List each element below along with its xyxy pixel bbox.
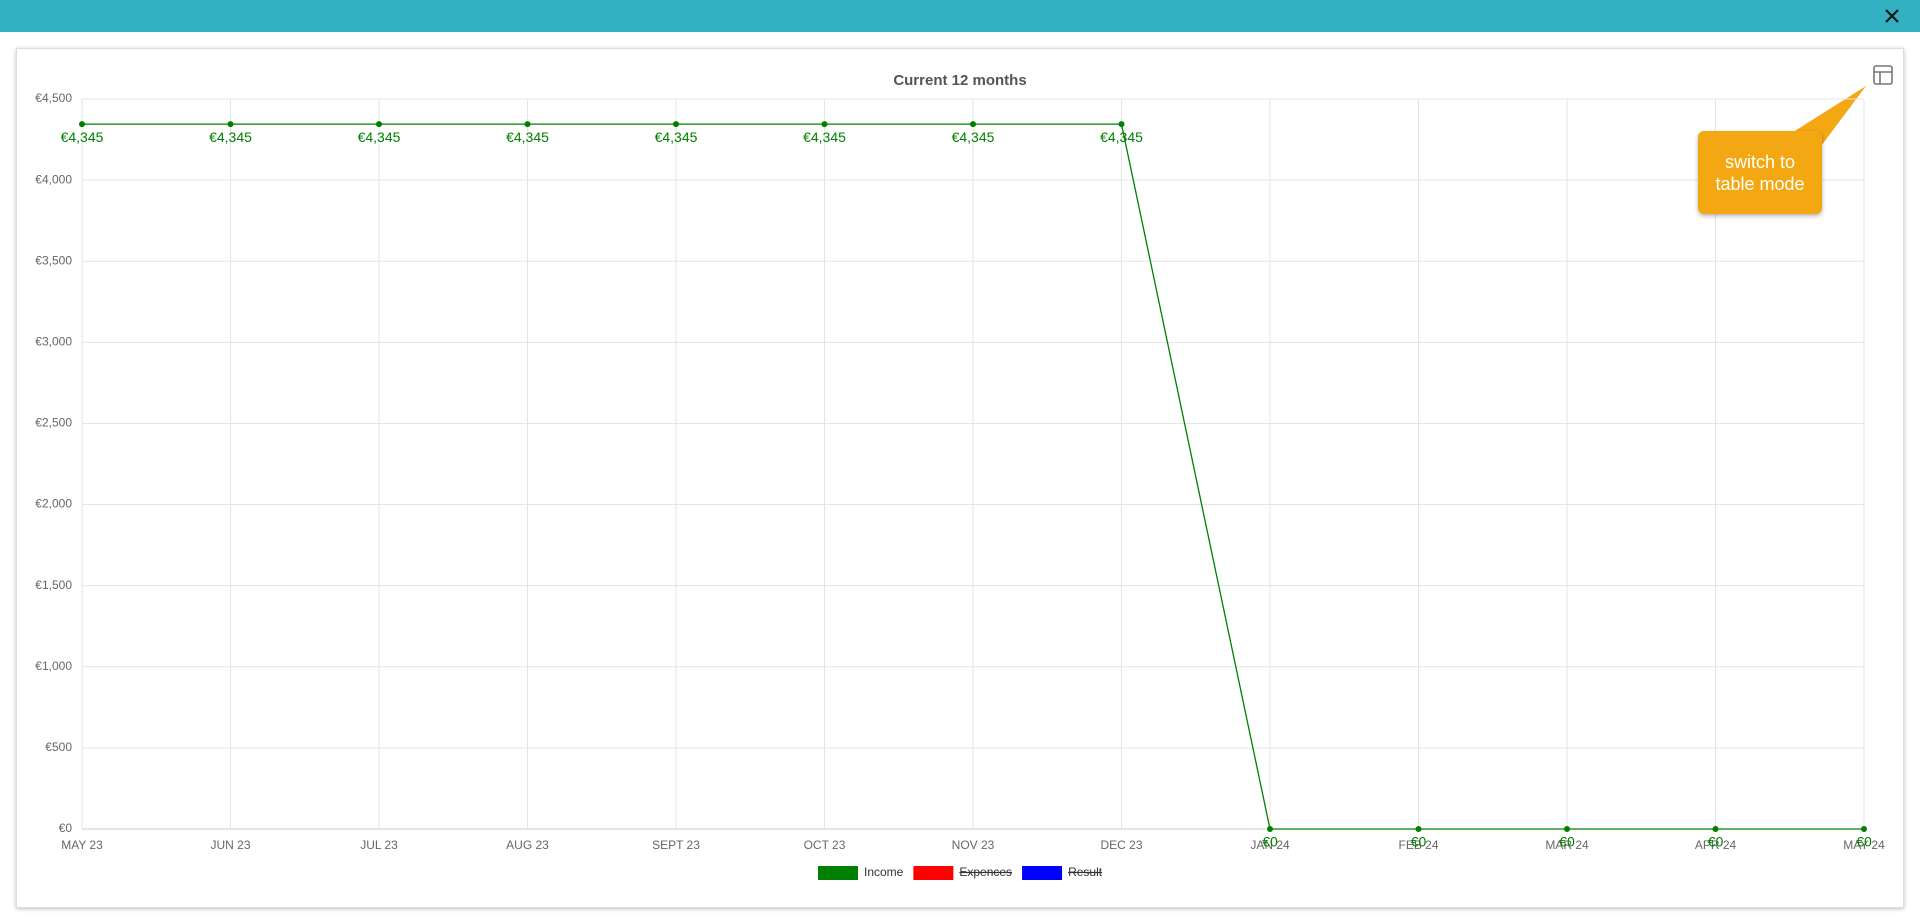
data-point [524,121,531,128]
y-tick-label: €1,000 [35,659,72,673]
table-mode-icon[interactable] [1873,65,1893,85]
data-label: €0 [1856,834,1872,850]
data-point [821,121,828,128]
x-tick-label: APR 24 [1695,838,1737,852]
data-label: €0 [1411,834,1427,850]
legend-label[interactable]: Result [1068,865,1103,879]
x-tick-label: JAN 24 [1250,838,1290,852]
legend-label[interactable]: Income [864,865,904,879]
data-label: €4,345 [803,129,846,145]
data-point [673,121,679,128]
y-tick-label: €3,500 [35,253,72,267]
data-point [79,121,85,128]
x-tick-label: DEC 23 [1100,838,1142,852]
data-label: €0 [1559,834,1575,850]
x-tick-label: JUN 23 [210,838,250,852]
data-label: €4,345 [61,129,104,145]
chart-title: Current 12 months [893,72,1026,89]
x-tick-label: OCT 23 [804,838,846,852]
y-tick-label: €4,000 [35,172,72,186]
x-tick-label: MAR 24 [1545,838,1589,852]
x-tick-label: JUL 23 [360,838,398,852]
y-tick-label: €4,500 [35,91,72,105]
close-button[interactable] [1884,8,1900,24]
data-label: €4,345 [209,129,252,145]
data-point [1267,826,1273,832]
chart-card [16,48,1904,908]
data-point [1564,826,1570,832]
x-tick-label: SEPT 23 [652,838,700,852]
x-tick-label: NOV 23 [952,838,995,852]
data-label: €4,345 [358,129,401,145]
data-point [227,121,234,128]
x-tick-label: AUG 23 [506,838,549,852]
data-point [1415,826,1422,832]
data-label: €0 [1708,834,1724,850]
y-tick-label: €500 [45,740,72,754]
tooltip: switch to table mode [1698,131,1822,214]
y-tick-label: €2,000 [35,497,72,511]
y-tick-label: €2,500 [35,416,72,430]
legend-swatch [913,866,954,880]
y-tick-label: €3,000 [35,335,72,349]
data-label: €4,345 [655,129,698,145]
x-tick-label: FEB 24 [1398,838,1438,852]
data-point [376,121,382,128]
x-tick-label: MAY 23 [61,838,103,852]
legend-swatch [818,866,858,880]
data-point [1861,826,1867,832]
data-point [1118,121,1125,128]
data-label: €4,345 [506,129,549,145]
y-tick-label: €0 [59,821,73,835]
data-point [970,121,976,128]
top-bar [0,0,1920,32]
data-label: €4,345 [952,129,995,145]
legend-label[interactable]: Expences [959,865,1012,879]
data-label: €4,345 [1100,129,1143,145]
data-label: €0 [1262,834,1278,850]
y-tick-label: €1,500 [35,578,72,592]
data-point [1712,826,1719,832]
x-tick-label: MAY 24 [1843,838,1885,852]
legend-swatch [1022,866,1063,880]
